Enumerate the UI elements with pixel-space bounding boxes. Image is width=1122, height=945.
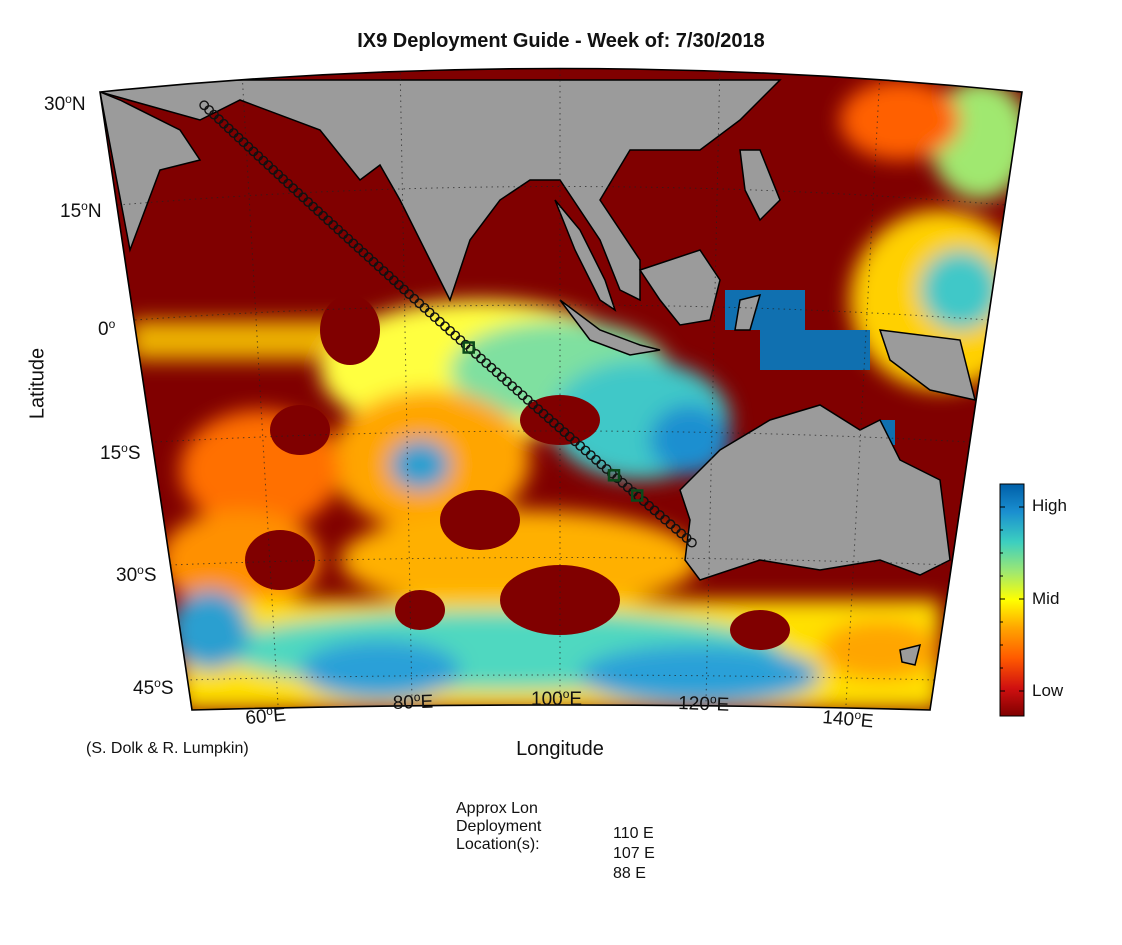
deployment-marker: [462, 341, 475, 354]
map-frame: [99, 67, 1023, 711]
lat-label-15s: 15oS: [100, 441, 141, 464]
colorbar-gradient: [999, 483, 1025, 717]
lat-label-0: 0o: [98, 317, 116, 340]
lat-label-45s: 45oS: [133, 676, 174, 699]
deployment-markers: [462, 341, 644, 502]
lon-label-140e: 140oE: [822, 705, 875, 732]
lat-label-30s: 30oS: [116, 563, 157, 586]
deployment-heading-line-2: Deployment: [456, 818, 542, 835]
coastal-blue-patches: [725, 290, 895, 445]
deployment-heading-line-1: Approx Lon: [456, 800, 538, 817]
lat-label-15n: 15oN: [60, 199, 102, 222]
lon-label-60e: 60oE: [244, 703, 286, 729]
map-title: IX9 Deployment Guide - Week of: 7/30/201…: [357, 30, 765, 52]
deployment-location: 110 E: [613, 825, 654, 842]
colorbar-label-mid: Mid: [1032, 589, 1060, 608]
deployment-location: 107 E: [613, 845, 655, 862]
lon-label-100e: 100oE: [531, 687, 582, 710]
track-point: [687, 537, 697, 548]
deployment-marker: [630, 489, 644, 502]
deployment-marker: [607, 469, 621, 482]
lon-label-80e: 80oE: [392, 690, 433, 714]
y-axis-label: Latitude: [26, 347, 49, 420]
deployment-heading-line-3: Location(s):: [456, 836, 540, 853]
ship-track: [199, 100, 697, 548]
lon-label-120e: 120oE: [678, 691, 730, 716]
map-field: [100, 68, 1022, 710]
land-masses: [100, 79, 977, 666]
colorbar-label-low: Low: [1032, 681, 1064, 700]
colorbar: [999, 483, 1025, 717]
credit-text: (S. Dolk & R. Lumpkin): [86, 740, 249, 757]
deployment-location: 88 E: [613, 865, 646, 882]
graticule: [117, 68, 1006, 706]
colorbar-ticks: [1000, 506, 1024, 692]
lat-label-30n: 30oN: [44, 92, 86, 115]
deployment-locations: 110 E 107 E 88 E: [613, 824, 655, 884]
deployment-heading: Approx Lon Deployment Location(s):: [456, 800, 541, 854]
ocean-lows: [245, 295, 790, 650]
colorbar-label-high: High: [1032, 496, 1067, 515]
x-axis-label: Longitude: [516, 738, 604, 760]
